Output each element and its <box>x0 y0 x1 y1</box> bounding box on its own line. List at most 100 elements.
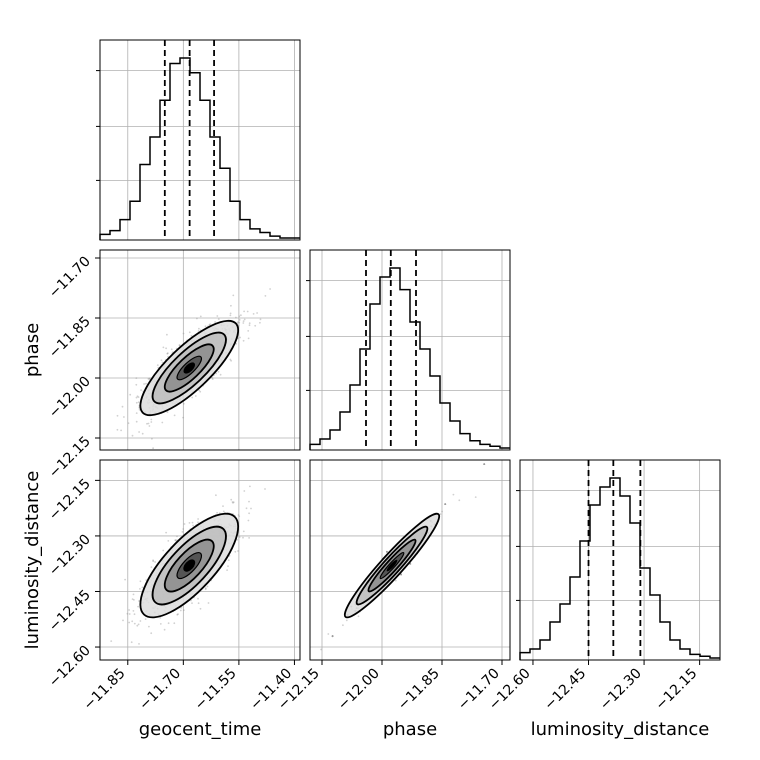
sample-point <box>240 314 242 317</box>
panel-frame-r1-c0 <box>99 249 301 451</box>
sample-point <box>174 539 177 542</box>
sample-point <box>217 370 220 373</box>
tick-label-luminosity-distance-y-2: −12.45 <box>46 587 94 635</box>
sample-point <box>234 550 237 553</box>
sample-point <box>180 606 183 609</box>
sample-point <box>444 503 447 505</box>
sample-point <box>483 463 486 465</box>
sample-point <box>190 334 193 337</box>
sample-point <box>148 625 150 628</box>
sample-point <box>199 390 202 393</box>
sample-point <box>123 416 125 418</box>
sample-point <box>239 336 242 339</box>
sample-point <box>217 318 220 320</box>
sample-point <box>386 550 388 553</box>
sample-point <box>110 640 113 642</box>
sample-point <box>165 347 168 350</box>
tick-label-phase-y-3: −11.85 <box>46 314 94 362</box>
tick-label-geocent-time-3: −11.55 <box>192 666 240 714</box>
sample-point <box>444 503 447 505</box>
sample-point <box>135 420 138 423</box>
tick-label-phase-y-4: −11.70 <box>46 254 94 302</box>
sample-point <box>150 418 153 421</box>
sample-point <box>386 550 388 553</box>
sample-point <box>222 505 224 507</box>
sample-point <box>182 402 185 405</box>
sample-point <box>229 358 232 361</box>
sample-point <box>238 321 241 324</box>
sample-point <box>191 602 193 604</box>
sample-point <box>215 494 217 497</box>
sample-point <box>121 405 124 408</box>
sample-point <box>161 421 164 424</box>
sample-point <box>129 393 132 396</box>
sample-point <box>162 549 165 552</box>
sample-point <box>243 490 246 492</box>
sample-point <box>204 588 207 591</box>
sample-point <box>238 536 241 538</box>
sample-point <box>174 539 177 542</box>
sample-point <box>138 431 141 433</box>
histogram-luminosity_distance <box>519 477 720 660</box>
sample-point <box>229 312 232 315</box>
sample-point <box>204 325 207 328</box>
sample-point <box>235 316 237 319</box>
sample-point <box>400 573 402 576</box>
sample-point <box>148 378 151 381</box>
sample-point <box>159 623 162 625</box>
sample-point <box>145 382 147 385</box>
sample-point <box>152 560 155 563</box>
sample-point <box>483 463 486 465</box>
sample-point <box>254 324 257 327</box>
sample-point <box>137 396 140 398</box>
tick-label-geocent-time-1: −11.85 <box>81 666 129 714</box>
contour-phase-luminosity_distance-peak <box>386 559 398 572</box>
sample-point <box>120 429 122 432</box>
sample-point <box>483 463 486 465</box>
sample-point <box>386 550 388 553</box>
sample-point <box>216 315 219 317</box>
sample-point <box>230 498 233 501</box>
sample-point <box>199 315 202 318</box>
sample-point <box>163 628 166 631</box>
sample-point <box>140 389 143 391</box>
sample-point <box>400 573 402 576</box>
sample-point <box>483 463 486 465</box>
sample-point <box>483 463 486 465</box>
tick-label-luminosity-distance-y-3: −12.30 <box>46 531 94 579</box>
sample-point <box>131 598 134 600</box>
sample-point <box>133 599 135 601</box>
sample-point <box>439 513 442 515</box>
sample-point <box>259 321 261 324</box>
sample-point <box>230 359 233 362</box>
sample-point <box>247 337 250 340</box>
sample-point <box>452 493 455 496</box>
sample-point <box>192 524 195 527</box>
sample-point <box>135 383 138 386</box>
sample-point <box>483 463 486 465</box>
sample-point <box>197 518 200 520</box>
sample-point <box>264 488 266 490</box>
panel-frame-r2-c0 <box>99 459 301 661</box>
sample-point <box>237 514 240 516</box>
sample-point <box>206 585 209 588</box>
sample-point <box>242 530 245 533</box>
sample-point <box>248 500 250 503</box>
sample-point <box>148 425 151 427</box>
sample-point <box>236 321 239 324</box>
sample-point <box>231 501 234 503</box>
sample-point <box>386 550 388 553</box>
sample-point <box>199 607 202 610</box>
sample-point <box>166 352 169 355</box>
sample-point <box>197 521 199 524</box>
sample-point <box>132 593 135 596</box>
sample-point <box>242 322 245 324</box>
y-axis-label-phase: phase <box>22 323 43 377</box>
tick-label-luminosity-distance-x-4: −12.15 <box>653 666 701 714</box>
sample-point <box>128 613 131 615</box>
sample-point <box>128 609 131 611</box>
sample-point <box>222 510 225 513</box>
sample-point <box>143 383 146 385</box>
sample-point <box>160 359 163 362</box>
